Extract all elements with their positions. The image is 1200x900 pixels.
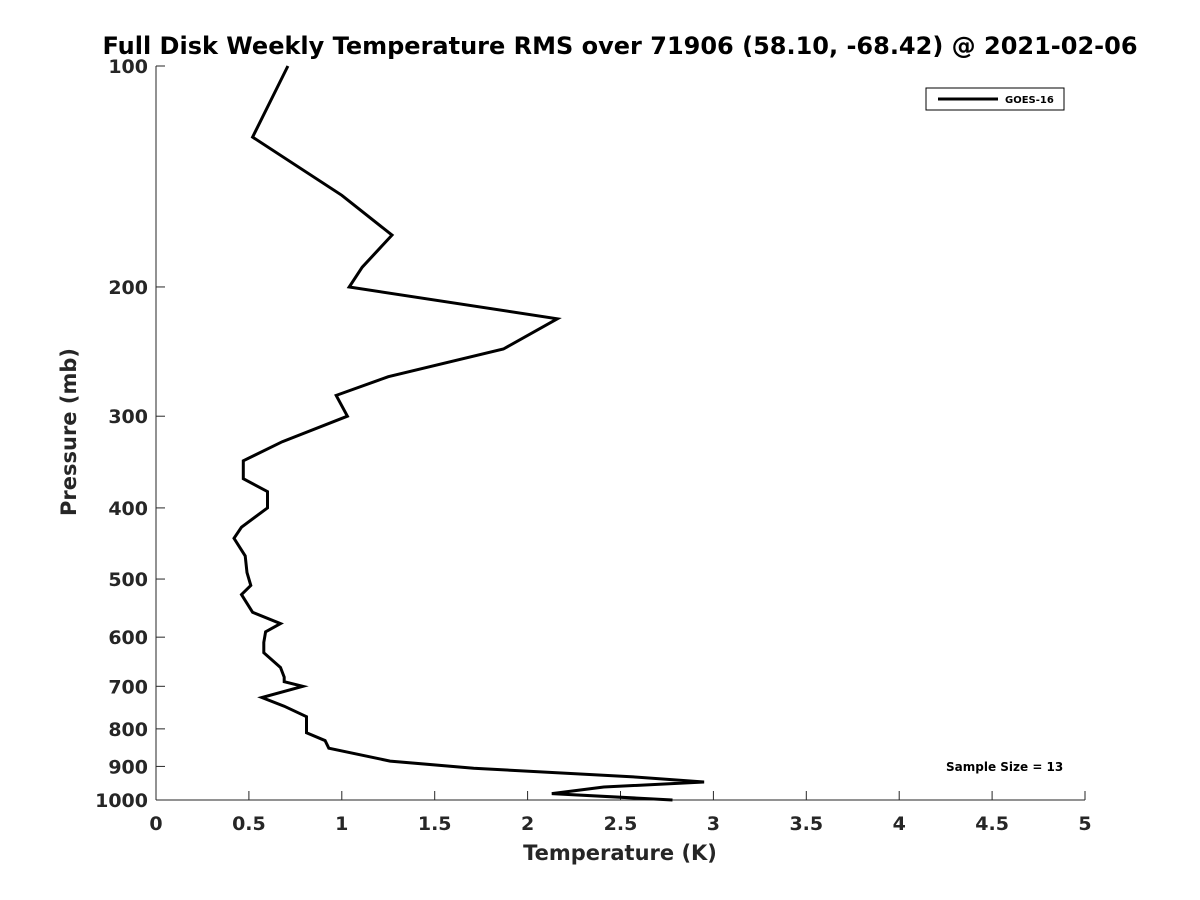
y-tick-label: 300 bbox=[108, 406, 148, 428]
x-tick-label: 5 bbox=[1078, 813, 1091, 835]
x-tick-label: 3.5 bbox=[789, 813, 823, 835]
plot-axes bbox=[155, 66, 1085, 801]
y-axis-ticks: 100 200 300 400 500 600 700 800 900 1000 bbox=[95, 56, 165, 812]
x-tick-label: 1 bbox=[335, 813, 348, 835]
x-tick-label: 2 bbox=[521, 813, 534, 835]
y-tick-label: 700 bbox=[108, 676, 148, 698]
x-tick-label: 3 bbox=[707, 813, 720, 835]
y-tick-label: 100 bbox=[108, 56, 148, 78]
y-tick-label: 600 bbox=[108, 627, 148, 649]
x-axis-label: Temperature (K) bbox=[523, 841, 717, 865]
series-layer bbox=[232, 65, 705, 802]
legend-label-goes-16: GOES-16 bbox=[1005, 95, 1054, 106]
x-tick-label: 4.5 bbox=[975, 813, 1009, 835]
x-tick-label: 1.5 bbox=[418, 813, 452, 835]
x-tick-label: 4 bbox=[893, 813, 906, 835]
y-tick-label: 500 bbox=[108, 569, 148, 591]
y-tick-label: 900 bbox=[108, 756, 148, 778]
legend: GOES-16 bbox=[925, 87, 1065, 111]
x-axis-ticks: 0 0.5 1 1.5 2 2.5 3 3.5 4 4.5 5 bbox=[149, 791, 1092, 835]
x-tick-label: 2.5 bbox=[604, 813, 638, 835]
series-line-goes-16 bbox=[232, 65, 705, 802]
y-tick-label: 400 bbox=[108, 498, 148, 520]
y-tick-label: 200 bbox=[108, 277, 148, 299]
x-tick-label: 0 bbox=[149, 813, 162, 835]
chart-title: Full Disk Weekly Temperature RMS over 71… bbox=[102, 32, 1137, 60]
y-tick-label: 800 bbox=[108, 719, 148, 741]
y-tick-label: 1000 bbox=[95, 790, 148, 812]
y-axis-label: Pressure (mb) bbox=[57, 348, 81, 516]
x-tick-label: 0.5 bbox=[232, 813, 266, 835]
sample-size-annotation: Sample Size = 13 bbox=[946, 760, 1063, 774]
